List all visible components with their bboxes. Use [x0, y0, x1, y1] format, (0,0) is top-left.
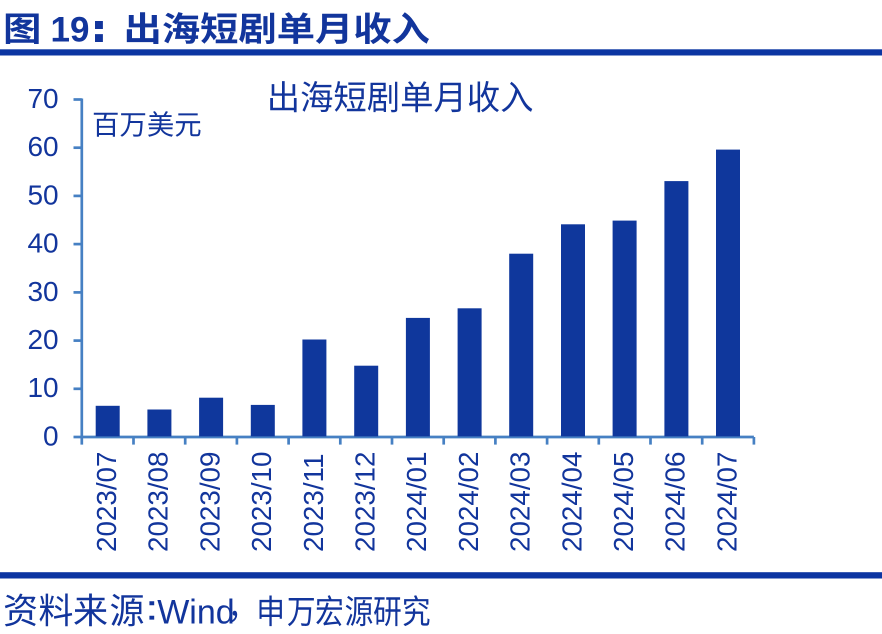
svg-text:40: 40 — [27, 228, 58, 259]
svg-text:70: 70 — [27, 83, 58, 114]
svg-text:0: 0 — [43, 420, 59, 451]
svg-text:10: 10 — [27, 372, 58, 403]
svg-text:2024/01: 2024/01 — [401, 452, 432, 552]
svg-text:2024/07: 2024/07 — [711, 452, 742, 552]
svg-text:60: 60 — [27, 131, 58, 162]
svg-text:2023/09: 2023/09 — [194, 452, 225, 552]
svg-text:2023/11: 2023/11 — [298, 454, 329, 552]
svg-text:2023/10: 2023/10 — [246, 452, 277, 552]
svg-text:2024/05: 2024/05 — [608, 452, 639, 552]
svg-text:2024/04: 2024/04 — [556, 452, 587, 552]
svg-text:2023/12: 2023/12 — [350, 452, 381, 552]
svg-text:2023/07: 2023/07 — [91, 452, 122, 552]
svg-text:50: 50 — [27, 179, 58, 210]
svg-text:2023/08: 2023/08 — [143, 452, 174, 552]
svg-text:2024/02: 2024/02 — [453, 452, 484, 552]
svg-text:20: 20 — [27, 324, 58, 355]
svg-text:Wind: Wind — [157, 594, 234, 632]
svg-text:30: 30 — [27, 276, 58, 307]
svg-text:2024/03: 2024/03 — [505, 452, 536, 552]
svg-text:2024/06: 2024/06 — [660, 452, 691, 552]
svg-text:19: 19 — [51, 10, 90, 49]
